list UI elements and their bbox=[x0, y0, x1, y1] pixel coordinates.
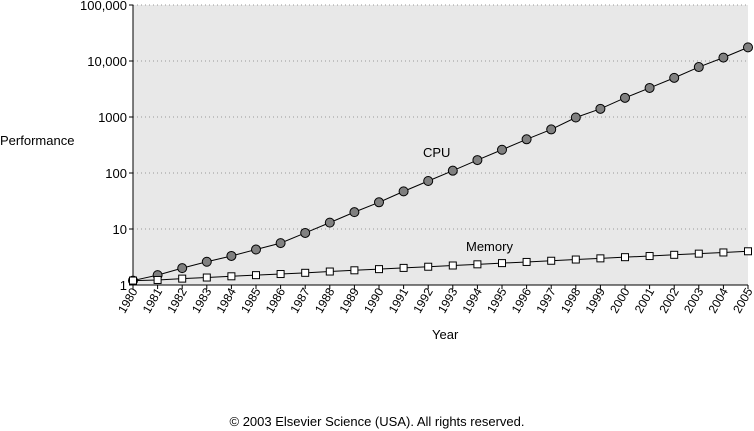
annotation-memory: Memory bbox=[466, 239, 513, 254]
point-cpu bbox=[693, 62, 704, 73]
point-memory bbox=[719, 248, 728, 257]
x-tick-label: 2005 bbox=[730, 285, 754, 315]
point-memory bbox=[645, 252, 654, 261]
point-cpu bbox=[497, 144, 507, 155]
point-memory bbox=[744, 247, 752, 256]
point-cpu bbox=[374, 197, 384, 208]
x-tick-label: 2004 bbox=[706, 285, 732, 315]
point-memory bbox=[547, 256, 556, 265]
point-memory bbox=[670, 250, 679, 259]
point-cpu bbox=[620, 92, 630, 103]
point-memory bbox=[350, 266, 359, 275]
point-cpu bbox=[398, 186, 409, 197]
x-tick-label: 1987 bbox=[287, 285, 313, 315]
point-memory bbox=[301, 268, 310, 277]
point-memory bbox=[571, 255, 580, 264]
x-tick-label: 1999 bbox=[583, 285, 609, 315]
x-tick-label: 1996 bbox=[509, 285, 535, 315]
point-memory bbox=[498, 259, 506, 268]
point-cpu bbox=[349, 207, 360, 218]
x-tick-label: 1984 bbox=[214, 285, 240, 315]
x-axis-label: Year bbox=[432, 327, 459, 342]
x-tick-label: 2000 bbox=[607, 285, 633, 315]
x-tick-label: 1990 bbox=[361, 285, 387, 315]
x-tick-label: 2003 bbox=[681, 285, 707, 315]
point-cpu bbox=[644, 82, 655, 93]
point-cpu bbox=[300, 227, 311, 238]
point-memory bbox=[448, 261, 457, 270]
point-memory bbox=[227, 272, 236, 281]
x-tick-label: 1992 bbox=[410, 285, 436, 315]
y-tick-label: 100,000 bbox=[80, 0, 127, 13]
plot-area bbox=[133, 5, 748, 285]
x-tick-label: 1982 bbox=[164, 285, 190, 315]
y-axis-label: Performance bbox=[0, 133, 75, 148]
point-cpu bbox=[743, 42, 753, 53]
y-tick-label: 1 bbox=[120, 278, 127, 293]
point-memory bbox=[178, 274, 187, 283]
point-memory bbox=[694, 249, 703, 258]
point-cpu bbox=[546, 124, 557, 135]
x-tick-label: 1993 bbox=[435, 285, 461, 315]
y-tick-label: 10,000 bbox=[87, 54, 127, 69]
point-cpu bbox=[423, 175, 434, 186]
copyright-notice: © 2003 Elsevier Science (USA). All right… bbox=[229, 414, 525, 429]
x-tick-label: 1989 bbox=[337, 285, 363, 315]
point-cpu bbox=[595, 103, 606, 114]
point-cpu bbox=[718, 52, 729, 63]
x-tick-label: 1995 bbox=[484, 285, 510, 315]
series-group bbox=[128, 42, 753, 286]
x-tick-label: 2001 bbox=[632, 285, 658, 315]
point-cpu bbox=[275, 238, 286, 249]
point-cpu bbox=[447, 165, 458, 176]
x-tick-label: 1988 bbox=[312, 285, 338, 315]
point-cpu bbox=[177, 263, 188, 274]
x-tick-label: 1981 bbox=[140, 285, 166, 315]
x-tick-label: 1983 bbox=[189, 285, 215, 315]
gridlines bbox=[133, 4, 748, 230]
point-memory bbox=[473, 260, 482, 269]
point-cpu bbox=[669, 72, 680, 83]
x-tick-label: 1998 bbox=[558, 285, 584, 315]
point-memory bbox=[153, 275, 162, 284]
point-cpu bbox=[226, 250, 237, 261]
x-tick-label: 1986 bbox=[263, 285, 289, 315]
annotation-cpu: CPU bbox=[423, 145, 450, 160]
point-memory bbox=[325, 267, 334, 276]
x-tick-label: 2002 bbox=[656, 285, 682, 315]
point-memory bbox=[276, 270, 285, 279]
y-tick-label: 1000 bbox=[98, 110, 127, 125]
point-cpu bbox=[201, 256, 212, 267]
point-memory bbox=[424, 262, 433, 271]
point-cpu bbox=[324, 217, 335, 228]
point-memory bbox=[129, 276, 137, 285]
x-tick-label: 1985 bbox=[238, 285, 264, 315]
point-memory bbox=[202, 273, 211, 282]
x-tick-label: 1994 bbox=[460, 285, 486, 315]
y-tick-label: 10 bbox=[113, 222, 127, 237]
point-memory bbox=[621, 253, 629, 262]
point-cpu bbox=[521, 134, 532, 145]
point-cpu bbox=[472, 155, 483, 166]
point-memory bbox=[252, 271, 260, 280]
axes bbox=[129, 4, 749, 289]
point-cpu bbox=[570, 112, 581, 123]
point-memory bbox=[522, 257, 531, 266]
x-tick-label: 1997 bbox=[533, 285, 559, 315]
point-memory bbox=[399, 263, 408, 272]
series-line-memory bbox=[132, 250, 749, 282]
point-cpu bbox=[251, 244, 261, 255]
y-tick-label: 100 bbox=[105, 166, 127, 181]
point-memory bbox=[375, 265, 383, 274]
point-memory bbox=[596, 254, 605, 263]
x-tick-label: 1991 bbox=[386, 285, 412, 315]
